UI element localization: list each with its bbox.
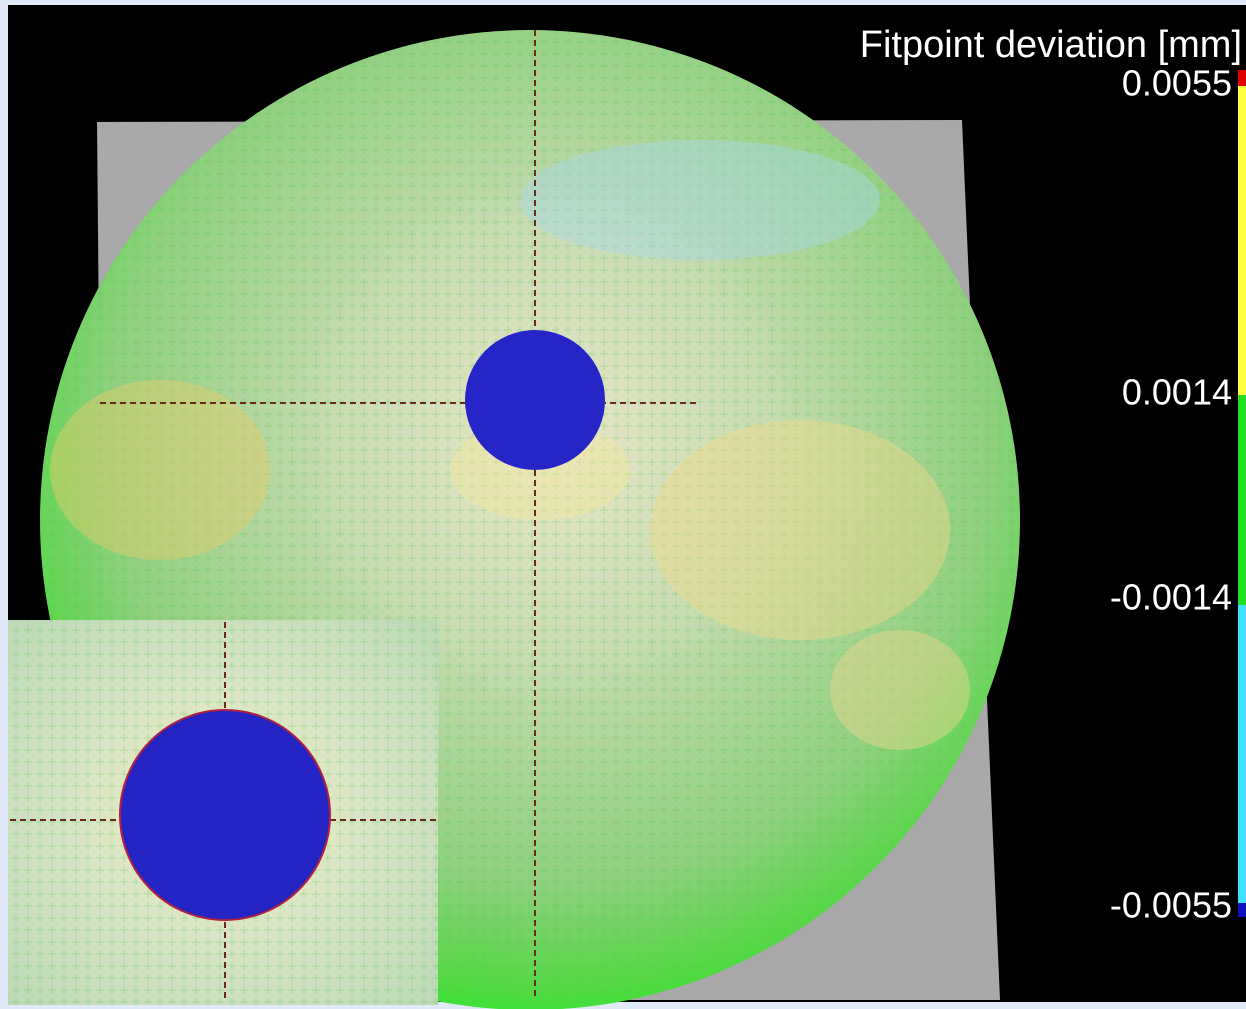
- center-disc: [465, 330, 605, 470]
- colorbar: [1238, 70, 1246, 917]
- page: {"colorbar": {"title": "Fitpoint deviati…: [0, 0, 1246, 1009]
- viewer: Fitpoint deviation [mm] 0.0055 0.0014 -0…: [0, 0, 1246, 1009]
- colorbar-tick: -0.0014: [1110, 577, 1232, 618]
- inset-disc: [120, 710, 330, 920]
- colorbar-tick: 0.0055: [1122, 63, 1232, 104]
- colorbar-tick: -0.0055: [1110, 885, 1232, 926]
- colorbar-title: Fitpoint deviation [mm]: [860, 24, 1242, 66]
- colorbar-tick: 0.0014: [1122, 372, 1232, 413]
